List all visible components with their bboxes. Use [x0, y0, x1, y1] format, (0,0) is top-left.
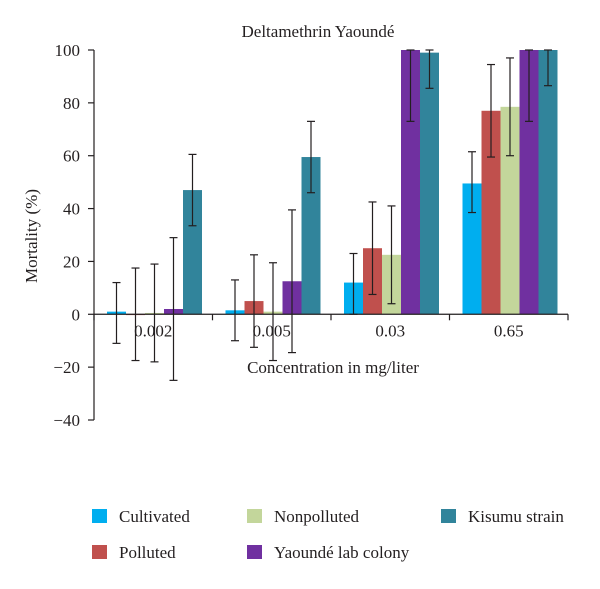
chart-title: Deltamethrin Yaoundé	[242, 22, 395, 41]
y-tick-label: −20	[53, 358, 80, 377]
error-bar-yaound-lab-colony-2	[406, 49, 415, 122]
legend-swatch	[92, 545, 107, 559]
error-bar-kisumu-strain-3	[544, 49, 552, 87]
error-bar-nonpolluted-0	[150, 263, 159, 363]
y-tick-label: 40	[63, 200, 80, 219]
error-bar-nonpolluted-1	[269, 262, 277, 362]
error-bars-layer	[112, 49, 552, 381]
error-bar-nonpolluted-2	[387, 205, 396, 305]
legend-swatch	[441, 509, 456, 523]
bar-yaound-lab-colony-2	[401, 50, 420, 315]
bar-yaound-lab-colony-3	[519, 50, 539, 315]
legend-swatch	[247, 509, 262, 523]
x-tick-label: 0.03	[375, 321, 405, 340]
legend-item-nonpolluted: Nonpolluted	[247, 507, 359, 526]
bar-polluted-3	[481, 110, 501, 315]
error-bar-polluted-1	[250, 254, 258, 348]
bars-layer	[107, 50, 558, 316]
legend-label: Nonpolluted	[274, 507, 359, 526]
error-bar-polluted-2	[368, 201, 377, 296]
error-bar-nonpolluted-3	[506, 57, 514, 157]
error-bar-yaound-lab-colony-0	[169, 237, 178, 381]
legend-label: Cultivated	[119, 507, 190, 526]
bar-nonpolluted-3	[500, 106, 520, 315]
y-axis-label: Mortality (%)	[22, 189, 41, 283]
bar-kisumu-strain-2	[420, 52, 439, 315]
error-bar-yaound-lab-colony-1	[288, 209, 296, 354]
legend-swatch	[92, 509, 107, 523]
error-bar-yaound-lab-colony-3	[525, 49, 533, 122]
error-bar-cultivated-3	[468, 151, 476, 214]
legend-label: Yaoundé lab colony	[274, 543, 410, 562]
y-tick-label: 0	[72, 305, 81, 324]
y-tick-label: 20	[63, 252, 80, 271]
x-tick-label: 0.005	[253, 321, 291, 340]
x-tick-label: 0.002	[134, 321, 172, 340]
axis-layer: −40 −20 0 20 40 60 80 100 0.002 0.005 0.03 0.65	[53, 41, 569, 430]
error-bar-cultivated-1	[231, 279, 239, 342]
legend-item-yaound-lab-colony: Yaoundé lab colony	[247, 543, 410, 562]
y-tick-label: 60	[63, 147, 80, 166]
bar-kisumu-strain-3	[538, 50, 558, 315]
y-tick-label: −40	[53, 411, 80, 430]
legend-item-polluted: Polluted	[92, 543, 176, 562]
x-tick-label: 0.65	[494, 321, 524, 340]
legend-item-cultivated: Cultivated	[92, 507, 190, 526]
bar-kisumu-strain-1	[301, 157, 321, 315]
legend-item-kisumu-strain: Kisumu strain	[441, 507, 564, 526]
error-bar-kisumu-strain-2	[425, 49, 434, 89]
bar-kisumu-strain-0	[183, 190, 202, 315]
legend-label: Kisumu strain	[468, 507, 564, 526]
legend: Cultivated Polluted Nonpolluted Yaoundé lab…	[92, 507, 564, 562]
x-axis-label: Concentration in mg/liter	[247, 358, 419, 377]
error-bar-kisumu-strain-1	[307, 120, 315, 194]
legend-swatch	[247, 545, 262, 559]
bar-cultivated-3	[462, 183, 482, 315]
error-bar-kisumu-strain-0	[188, 153, 197, 227]
y-tick-label: 80	[63, 94, 80, 113]
y-tick-label: 100	[55, 41, 81, 60]
error-bar-cultivated-0	[112, 281, 121, 344]
legend-label: Polluted	[119, 543, 176, 562]
error-bar-polluted-3	[487, 63, 495, 158]
